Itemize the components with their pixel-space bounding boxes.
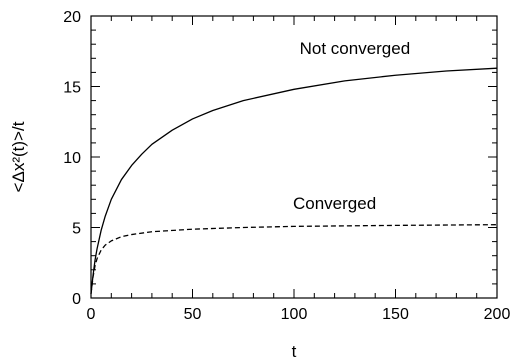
x-tick-label: 150 [382, 306, 409, 323]
series-annotation: Not converged [300, 39, 411, 58]
annotations: Not converged Converged [293, 39, 410, 213]
y-tick-label: 20 [63, 9, 81, 26]
y-tick-label: 5 [72, 221, 81, 238]
y-tick-label: 10 [63, 150, 81, 167]
series-annotation: Converged [293, 194, 376, 213]
converged-series-line [90, 224, 498, 294]
y-tick-label: 0 [72, 291, 81, 308]
not-converged-series-line [90, 67, 498, 294]
x-tick-label: 0 [87, 306, 96, 323]
x-axis-title: t [292, 342, 297, 361]
axis-ticks [90, 15, 498, 299]
x-tick-label: 50 [184, 306, 202, 323]
tick-labels: 0 50 100 150 200 0 5 10 15 20 [63, 9, 510, 323]
plot-frame [90, 15, 498, 299]
series-group [90, 67, 498, 294]
x-tick-label: 100 [281, 306, 308, 323]
y-tick-label: 15 [63, 80, 81, 97]
y-axis-title: <Δx²(t)>/t [9, 121, 28, 192]
x-tick-label: 200 [484, 306, 511, 323]
